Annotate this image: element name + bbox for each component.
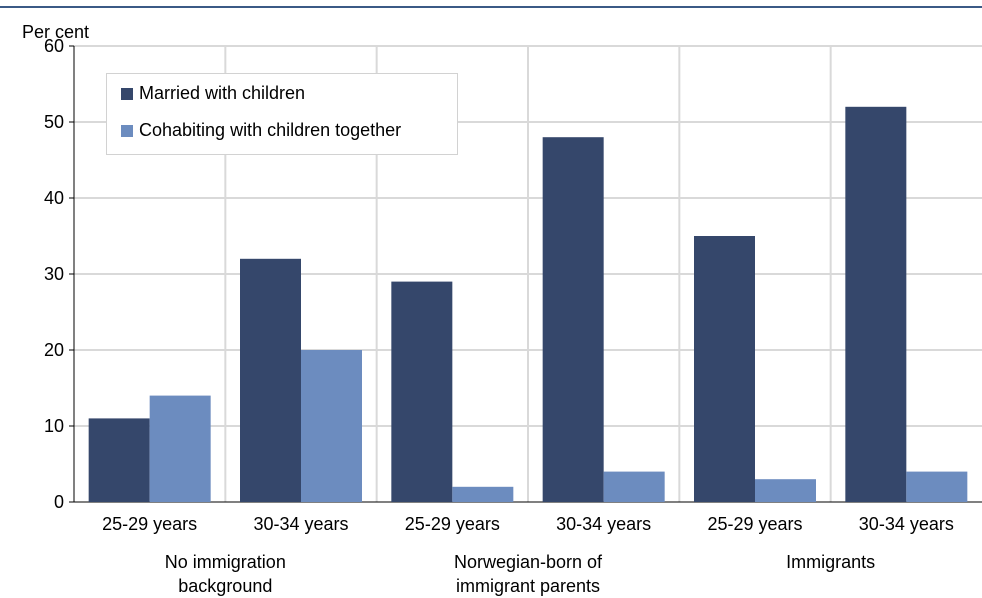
y-tick-label: 20 [44,340,64,360]
legend-label-cohabiting: Cohabiting with children together [139,120,402,140]
x-tick-label: 25-29 years [707,514,802,534]
group-label: No immigration [165,552,286,572]
bar-married [694,236,755,502]
x-axis-labels: 25-29 years 30-34 years 25-29 years 30-34 y… [102,514,954,596]
x-tick-label: 25-29 years [102,514,197,534]
y-axis-ticks: 0 10 20 30 40 50 60 [44,36,74,512]
bar-married [845,106,907,503]
bar-married [542,137,604,502]
bar-cohabiting [452,486,514,502]
bar-cohabiting [755,479,816,502]
y-tick-label: 10 [44,416,64,436]
bar-cohabiting [149,395,211,502]
legend-item-cohabiting: Cohabiting with children together [121,120,401,141]
group-label: immigrant parents [456,576,600,596]
y-tick-label: 40 [44,188,64,208]
bar-cohabiting [906,471,968,502]
bars [88,106,968,503]
legend-swatch-cohabiting [121,124,133,137]
bar-married [88,418,150,502]
x-tick-label: 30-34 years [556,514,651,534]
x-tick-label: 30-34 years [253,514,348,534]
bar-married [240,258,301,502]
y-tick-label: 60 [44,36,64,56]
y-tick-label: 50 [44,112,64,132]
legend-item-married: Married with children [121,83,305,104]
x-tick-label: 30-34 years [859,514,954,534]
group-label: background [178,576,272,596]
bar-cohabiting [301,350,362,502]
y-axis-label: Per cent [22,22,89,42]
y-tick-label: 0 [54,492,64,512]
legend: Married with children Cohabiting with ch… [106,73,458,155]
bar-cohabiting [603,471,665,502]
legend-label-married: Married with children [139,83,306,103]
bar-married [391,281,453,502]
header-rule [0,6,982,8]
y-tick-label: 30 [44,264,64,284]
x-tick-label: 25-29 years [405,514,500,534]
group-label: Norwegian-born of [454,552,603,572]
legend-swatch-married [121,87,133,100]
group-label: Immigrants [786,552,875,572]
